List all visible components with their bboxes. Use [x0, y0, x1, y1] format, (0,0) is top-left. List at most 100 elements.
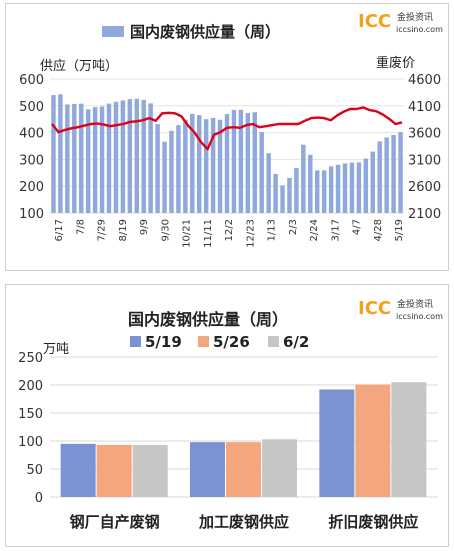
chart2-bar: [226, 442, 261, 497]
chart2-bar: [190, 442, 225, 497]
chart2-y-tick-label: 0: [35, 491, 43, 506]
chart1-x-tick-label: 2/24: [309, 219, 320, 241]
chart1-bar: [72, 103, 77, 213]
chart1-bar: [342, 163, 348, 213]
chart2-legend: 5/19 5/26 6/2: [130, 333, 309, 351]
chart1-bar: [58, 94, 63, 213]
chart1-left-tick-label: 200: [19, 180, 44, 195]
chart1-logo: ICC 金投资讯 iccsino.com: [358, 11, 443, 34]
chart1-bar: [99, 106, 105, 213]
chart1-bar: [280, 185, 285, 213]
logo-cn: 金投资讯: [397, 298, 433, 310]
chart1-x-tick-label: 5/19: [394, 219, 405, 241]
chart2-bars: [60, 382, 427, 497]
chart1-bar: [79, 103, 84, 213]
chart1-left-tick-label: 600: [19, 73, 44, 88]
chart1-bar: [259, 132, 264, 213]
chart1-bar: [287, 177, 292, 213]
chart2-y-tick-label: 200: [18, 379, 43, 394]
chart1-right-tick-label: 4100: [408, 100, 441, 115]
logo-url: iccsino.com: [396, 312, 443, 321]
chart1-x-tick-label: 11/11: [203, 219, 214, 248]
chart1-bar: [127, 99, 133, 213]
chart2-category-label: 钢厂自产废钢: [70, 513, 160, 531]
chart2-legend-swatch: [198, 336, 209, 347]
chart1-x-ticks: 6/17 7/8 7/29 8/19 9/9 9/30 10/21 11/11 12/2 12/2…: [54, 219, 405, 248]
chart1-price-line: [51, 106, 403, 151]
chart1-bar: [51, 95, 56, 213]
chart1-right-axis-label: 重废价: [376, 55, 415, 71]
chart1-bar: [328, 166, 334, 213]
chart1-bar: [384, 137, 389, 213]
weekly-supply-price-chart-panel: 国内废钢供应量（周） 供应（万吨） 重废价 100 200 300 400 500 600…: [5, 3, 449, 271]
chart1-right-tick-label: 2600: [408, 180, 441, 195]
chart1-bar: [252, 112, 257, 213]
chart2-y-tick-label: 150: [18, 407, 43, 422]
chart1-bar: [356, 162, 362, 213]
chart1-left-tick-label: 300: [19, 153, 44, 168]
chart2-y-tick-label: 100: [18, 435, 43, 450]
chart1-bar: [217, 119, 223, 213]
chart1-x-tick-label: 3/17: [330, 219, 341, 241]
chart1-bar: [335, 164, 341, 213]
chart2-bar: [262, 439, 297, 497]
chart1-left-tick-label: 500: [19, 100, 44, 115]
chart1-left-tick-label: 100: [19, 207, 44, 222]
chart2-legend-label: 5/19: [145, 333, 182, 351]
chart1-bar: [106, 103, 112, 213]
chart1-bar: [162, 141, 167, 213]
logo-icc: ICC: [358, 11, 391, 32]
chart2-bar: [355, 384, 391, 497]
chart1-bars: [51, 94, 403, 213]
chart2-title: 国内废钢供应量（周）: [128, 310, 288, 329]
chart2-legend-label: 5/26: [213, 333, 250, 351]
chart1-bar: [190, 113, 195, 213]
chart1-x-tick-label: 10/21: [182, 219, 193, 248]
chart1-bar: [224, 114, 230, 213]
chart1-x-tick-label: 7/29: [97, 219, 108, 241]
chart1-bar: [308, 154, 313, 213]
supply-breakdown-chart-panel: 国内废钢供应量（周） 万吨 ICC 金投资讯 iccsino.com 5/19 5…: [5, 284, 449, 547]
chart2-x-ticks: 钢厂自产废钢 加工废钢供应 折旧废钢供应: [70, 513, 419, 531]
logo-icc: ICC: [358, 298, 391, 319]
chart1-bar: [294, 167, 299, 213]
chart1-right-tick-label: 3100: [408, 153, 441, 168]
chart2-category-label: 加工废钢供应: [198, 513, 289, 531]
chart2-legend-label: 6/2: [283, 333, 309, 351]
chart2-legend-swatch: [268, 336, 279, 347]
chart1-bar: [210, 117, 216, 213]
chart1-legend: 国内废钢供应量（周）: [102, 23, 280, 41]
supply-breakdown-chart: 国内废钢供应量（周） 万吨 ICC 金投资讯 iccsino.com 5/19 5…: [18, 298, 443, 531]
weekly-supply-price-chart: 国内废钢供应量（周） 供应（万吨） 重废价 100 200 300 400 500 600…: [19, 11, 443, 248]
chart1-bar: [315, 170, 320, 213]
chart1-x-tick-label: 1/13: [267, 219, 278, 241]
chart1-x-tick-label: 9/30: [160, 219, 171, 241]
chart1-bar: [65, 104, 70, 213]
chart1-right-ticks: 2100 2600 3100 3600 4100 4600: [408, 73, 441, 222]
chart1-bar: [148, 103, 153, 213]
chart1-bar: [245, 113, 251, 213]
chart1-bar: [134, 98, 139, 213]
chart2-legend-swatch: [130, 336, 141, 347]
chart1-price-line-path: [51, 106, 403, 151]
chart1-bar: [363, 158, 369, 213]
chart1-title: 国内废钢供应量（周）: [130, 23, 280, 41]
chart1-bar: [370, 151, 375, 213]
chart1-x-tick-label: 6/17: [54, 219, 65, 241]
chart2-category-label: 折旧废钢供应: [328, 513, 418, 531]
chart1-legend-swatch: [102, 26, 124, 37]
chart1-bar: [197, 115, 202, 213]
chart1-bar: [377, 141, 382, 213]
chart2-bar: [391, 382, 427, 497]
chart1-bar: [183, 119, 188, 213]
chart1-bar: [301, 144, 306, 213]
chart1-bar: [113, 101, 119, 213]
chart2-y-tick-label: 50: [26, 463, 43, 478]
chart1-bar: [231, 109, 237, 213]
chart1-x-tick-label: 8/19: [118, 219, 129, 241]
chart1-x-tick-label: 12/23: [245, 219, 256, 248]
chart1-right-tick-label: 3600: [408, 127, 441, 142]
chart2-logo: ICC 金投资讯 iccsino.com: [358, 298, 443, 321]
chart1-bar: [85, 109, 91, 213]
chart1-left-axis-label: 供应（万吨）: [40, 58, 118, 74]
